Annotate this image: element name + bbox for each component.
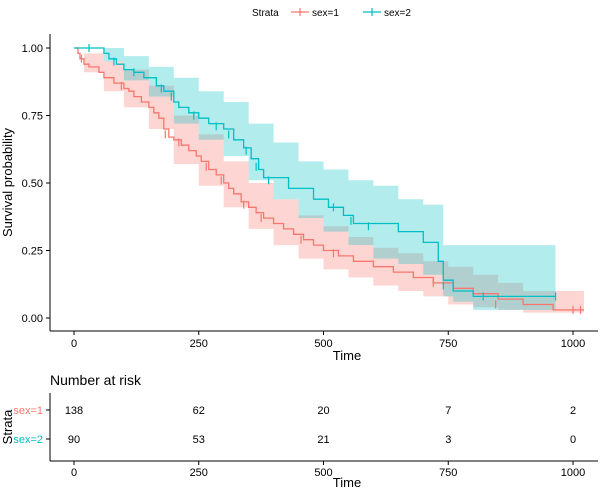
- survival-curve-sex-2: [74, 47, 556, 298]
- y-axis-title: Survival probability: [0, 127, 15, 237]
- risk-value-sex-2-2: 53: [193, 434, 205, 446]
- risk-value-sex-1-4: 7: [445, 405, 451, 417]
- risk-x-axis-title: Time: [333, 475, 361, 490]
- risk-value-sex-2-5: 0: [570, 434, 576, 446]
- risk-x-tick-label-3: 500: [314, 467, 332, 479]
- confidence-band-sex-1: [74, 48, 584, 316]
- x-tick-label-3: 500: [314, 338, 332, 350]
- risk-value-sex-2-3: 21: [317, 434, 329, 446]
- risk-value-sex-2-1: 90: [68, 434, 80, 446]
- y-tick-label-1: 0.00: [22, 313, 43, 325]
- risk-value-sex-1-2: 62: [193, 405, 205, 417]
- y-tick-label-3: 0.50: [22, 178, 43, 190]
- risk-value-sex-1-3: 20: [317, 405, 329, 417]
- y-tick-label-5: 1.00: [22, 43, 43, 55]
- risk-table-title: Number at risk: [50, 372, 142, 388]
- y-tick-label-4: 0.75: [22, 111, 43, 123]
- risk-value-sex-1-5: 2: [570, 405, 576, 417]
- legend-title: Strata: [252, 8, 279, 19]
- risk-y-axis-title: Strata: [0, 409, 15, 444]
- risk-row-label-1: sex=1: [13, 405, 43, 417]
- risk-x-tick-label-5: 1000: [561, 467, 585, 479]
- x-tick-label-5: 1000: [561, 338, 585, 350]
- legend-label-2: sex=2: [384, 8, 411, 19]
- x-axis-title: Time: [333, 348, 361, 363]
- risk-value-sex-2-4: 3: [445, 434, 451, 446]
- risk-x-tick-label-2: 250: [190, 467, 208, 479]
- legend-label-1: sex=1: [312, 8, 339, 19]
- x-tick-label-4: 750: [439, 338, 457, 350]
- confidence-band-sex-2: [74, 48, 556, 310]
- risk-x-tick-label-1: 0: [71, 467, 77, 479]
- survival-curve-sex-1: [74, 47, 584, 311]
- y-tick-label-2: 0.25: [22, 246, 43, 258]
- risk-x-tick-label-4: 750: [439, 467, 457, 479]
- x-tick-label-2: 250: [190, 338, 208, 350]
- risk-row-label-2: sex=2: [13, 434, 43, 446]
- x-tick-label-1: 0: [71, 338, 77, 350]
- risk-value-sex-1-1: 138: [65, 405, 83, 417]
